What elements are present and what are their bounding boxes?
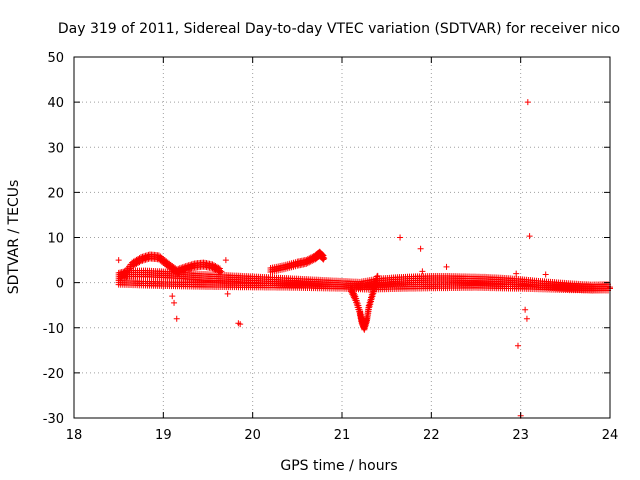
x-tick-label: 23: [512, 428, 529, 443]
outlier-point: [513, 270, 520, 277]
y-tick-label: 10: [47, 232, 64, 247]
data-point: [366, 303, 373, 310]
data-point: [181, 267, 188, 274]
series-lower-branch: [115, 277, 611, 294]
outlier-point: [224, 290, 231, 297]
y-tick-label: -20: [43, 367, 64, 382]
outlier-point: [173, 315, 180, 322]
outlier-point: [171, 299, 178, 306]
outlier-point: [514, 342, 521, 349]
data-point: [371, 285, 378, 292]
outlier-point: [237, 321, 244, 328]
y-tick-label: -30: [43, 412, 64, 427]
y-tick-label: 30: [47, 141, 64, 156]
tick-labels: 18 19 20 21 22 23 24 -30 -20 -10 0 10 20 30 40 50: [43, 51, 619, 443]
series-dip-near-21-25: [347, 273, 380, 333]
outlier-point: [526, 233, 533, 240]
outlier-point: [169, 293, 176, 300]
y-axis-label: SDTVAR / TECUs: [6, 180, 22, 295]
x-tick-label: 20: [244, 428, 261, 443]
data-point: [173, 270, 180, 277]
x-tick-label: 22: [423, 428, 440, 443]
y-tick-label: 0: [56, 277, 64, 292]
outlier-point: [443, 263, 450, 270]
data-point: [178, 268, 185, 275]
data-point: [365, 306, 372, 313]
x-tick-label: 18: [66, 428, 83, 443]
outlier-point: [524, 99, 531, 106]
outlier-point: [417, 245, 424, 252]
outlier-point: [115, 257, 122, 264]
data-point: [179, 268, 186, 275]
axis-ticks: [73, 56, 611, 419]
data-point: [218, 268, 225, 275]
outlier-point: [542, 271, 549, 278]
y-tick-label: 50: [47, 51, 64, 66]
data-point: [373, 280, 380, 287]
data-point: [175, 269, 182, 276]
outlier-point: [523, 315, 530, 322]
series-rising-arm-20-5-20-8: [267, 248, 327, 275]
outlier-point: [222, 257, 229, 264]
chart-title: Day 319 of 2011, Sidereal Day-to-day VTE…: [58, 21, 620, 37]
data-point: [369, 293, 376, 300]
data-point: [372, 282, 379, 289]
data-point: [371, 288, 378, 295]
outlier-point: [419, 268, 426, 275]
data-point: [370, 290, 377, 297]
x-tick-label: 24: [602, 428, 619, 443]
outlier-point: [522, 306, 529, 313]
data-point: [374, 272, 381, 279]
data-point: [320, 256, 327, 263]
data-point: [176, 269, 183, 276]
y-tick-label: 20: [47, 186, 64, 201]
data-point: [373, 277, 380, 284]
data-point: [368, 295, 375, 302]
data-point: [321, 255, 328, 262]
y-tick-label: -10: [43, 322, 64, 337]
data-point: [216, 269, 223, 276]
x-tick-label: 19: [155, 428, 172, 443]
x-axis-label: GPS time / hours: [280, 458, 397, 474]
data-marks: [115, 99, 613, 419]
data-point: [367, 301, 374, 308]
outlier-point: [397, 234, 404, 241]
data-point: [136, 259, 143, 266]
x-tick-label: 21: [334, 428, 351, 443]
data-point: [368, 298, 375, 305]
series-oscillation-loops: [120, 251, 223, 281]
y-tick-label: 40: [47, 96, 64, 111]
